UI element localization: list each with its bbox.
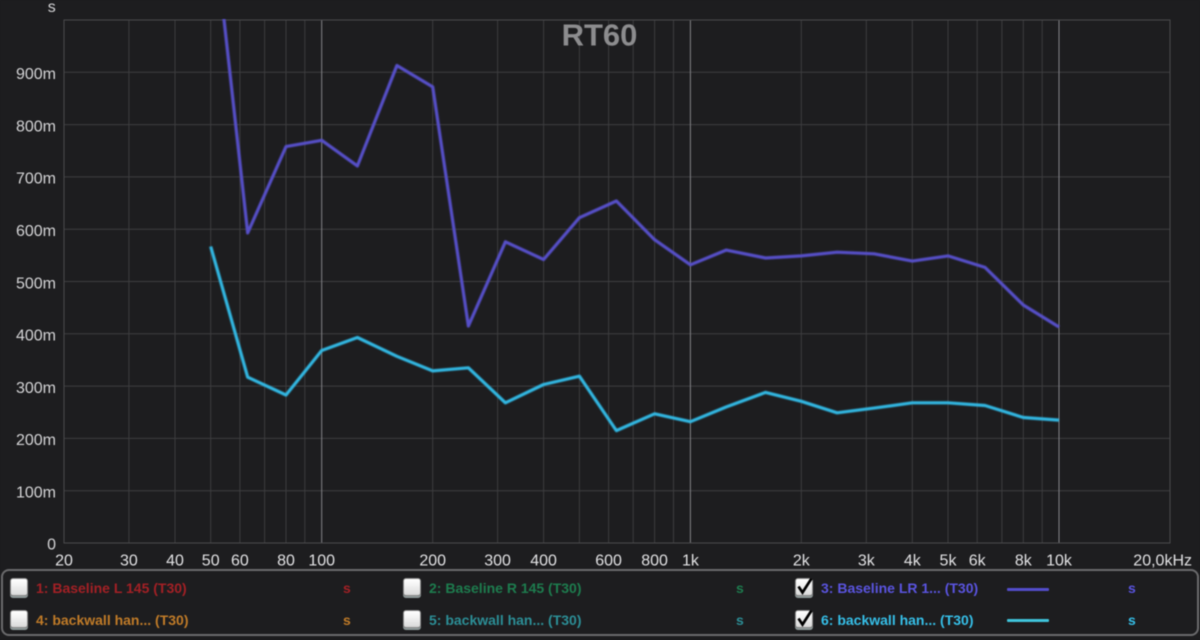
svg-text:700m: 700m — [16, 171, 56, 188]
svg-text:20,0kHz: 20,0kHz — [1133, 553, 1192, 570]
svg-text:80: 80 — [277, 553, 295, 570]
svg-text:10k: 10k — [1046, 553, 1073, 570]
svg-text:5k: 5k — [940, 553, 958, 570]
svg-text:100m: 100m — [16, 485, 56, 502]
svg-text:100: 100 — [308, 553, 335, 570]
svg-text:200: 200 — [419, 553, 446, 570]
svg-text:RT60: RT60 — [562, 18, 638, 53]
svg-text:800m: 800m — [16, 118, 56, 135]
svg-text:1k: 1k — [682, 553, 700, 570]
svg-text:400m: 400m — [16, 328, 56, 345]
svg-text:60: 60 — [231, 553, 249, 570]
svg-text:20: 20 — [55, 553, 73, 570]
svg-text:40: 40 — [166, 553, 184, 570]
svg-text:900m: 900m — [16, 66, 56, 83]
svg-text:8k: 8k — [1015, 553, 1033, 570]
svg-text:200m: 200m — [16, 432, 56, 449]
svg-text:500m: 500m — [16, 275, 56, 292]
svg-text:600m: 600m — [16, 223, 56, 240]
svg-text:30: 30 — [120, 553, 138, 570]
svg-text:800: 800 — [641, 553, 668, 570]
svg-text:2k: 2k — [793, 553, 811, 570]
svg-text:6k: 6k — [969, 553, 987, 570]
svg-text:300: 300 — [484, 553, 511, 570]
svg-text:3k: 3k — [858, 553, 876, 570]
svg-text:400: 400 — [530, 553, 557, 570]
svg-text:s: s — [48, 0, 56, 16]
svg-text:4k: 4k — [904, 553, 922, 570]
svg-text:0: 0 — [47, 537, 56, 554]
svg-text:300m: 300m — [16, 380, 56, 397]
svg-text:50: 50 — [202, 553, 220, 570]
svg-text:600: 600 — [595, 553, 622, 570]
